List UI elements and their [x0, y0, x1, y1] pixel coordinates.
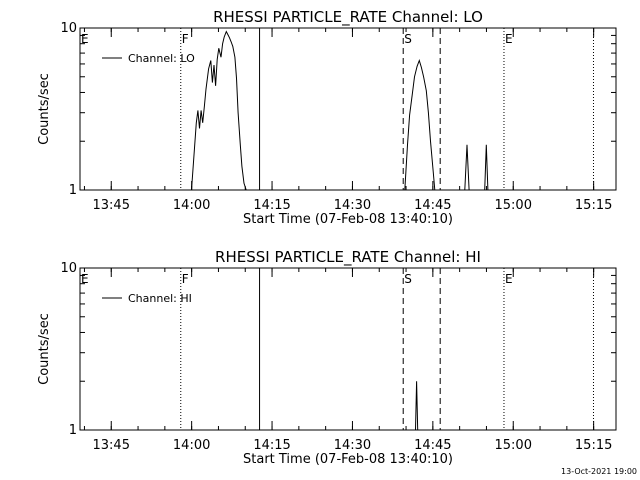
legend-label: Channel: HI — [128, 292, 192, 305]
series-line — [404, 58, 436, 191]
event-marker-label: F — [182, 32, 189, 46]
y-tick-label: 10 — [60, 21, 77, 36]
y-tick-label: 1 — [69, 423, 77, 438]
y-tick-label: 1 — [69, 183, 77, 198]
plot-frame — [79, 267, 617, 431]
event-marker-label: E — [81, 32, 89, 46]
x-tick-label: 13:45 — [93, 438, 130, 453]
legend-label: Channel: LO — [128, 52, 195, 65]
series-line — [415, 381, 419, 431]
y-axis-label: Counts/sec — [37, 73, 52, 145]
chart-title: RHESSI PARTICLE_RATE Channel: HI — [215, 248, 481, 267]
x-tick-label: 14:45 — [414, 438, 451, 453]
x-tick-label: 14:45 — [414, 198, 451, 213]
x-axis-label: Start Time (07-Feb-08 13:40:10) — [243, 212, 453, 227]
event-marker-label: E — [505, 32, 513, 46]
event-marker-label: S — [404, 32, 412, 46]
series-line — [191, 30, 247, 191]
series-line — [484, 144, 489, 191]
series-line — [464, 144, 470, 191]
x-tick-label: 15:15 — [575, 198, 612, 213]
x-tick-label: 14:30 — [334, 198, 371, 213]
y-axis-label: Counts/sec — [37, 313, 52, 385]
x-tick-label: 14:15 — [253, 438, 290, 453]
event-marker-label: E — [81, 272, 89, 286]
y-tick-label: 10 — [60, 261, 77, 276]
generated-timestamp: 13-Oct-2021 19:00 — [561, 467, 637, 476]
x-tick-label: 13:45 — [93, 198, 130, 213]
x-tick-label: 15:15 — [575, 438, 612, 453]
chart-title: RHESSI PARTICLE_RATE Channel: LO — [213, 8, 483, 27]
x-tick-label: 15:00 — [495, 198, 532, 213]
x-tick-label: 14:00 — [173, 438, 210, 453]
chart-panel-1: RHESSI PARTICLE_RATE Channel: LO 13:45 14:… — [37, 8, 617, 227]
x-tick-label: 15:00 — [495, 438, 532, 453]
event-marker-label: E — [505, 272, 513, 286]
x-tick-label: 14:30 — [334, 438, 371, 453]
x-tick-label: 14:00 — [173, 198, 210, 213]
chart-panel-2: RHESSI PARTICLE_RATE Channel: HI 13:45 14:… — [37, 248, 617, 467]
x-tick-label: 14:15 — [253, 198, 290, 213]
plot-frame — [79, 27, 617, 191]
event-marker-label: F — [182, 272, 189, 286]
event-marker-label: S — [404, 272, 412, 286]
x-axis-label: Start Time (07-Feb-08 13:40:10) — [243, 452, 453, 467]
